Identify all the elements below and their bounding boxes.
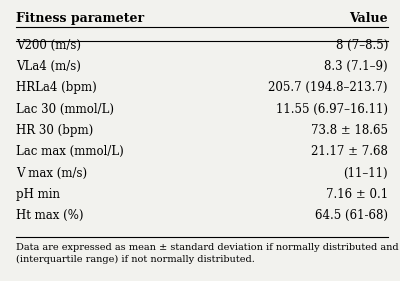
Text: HR 30 (bpm): HR 30 (bpm) — [16, 124, 93, 137]
Text: 21.17 ± 7.68: 21.17 ± 7.68 — [311, 145, 388, 158]
Text: 7.16 ± 0.1: 7.16 ± 0.1 — [326, 188, 388, 201]
Text: VLa4 (m/s): VLa4 (m/s) — [16, 60, 81, 73]
Text: Lac 30 (mmol/L): Lac 30 (mmol/L) — [16, 103, 114, 115]
Text: Lac max (mmol/L): Lac max (mmol/L) — [16, 145, 124, 158]
Text: Value: Value — [349, 12, 388, 25]
Text: 73.8 ± 18.65: 73.8 ± 18.65 — [311, 124, 388, 137]
Text: V200 (m/s): V200 (m/s) — [16, 38, 81, 51]
Text: 205.7 (194.8–213.7): 205.7 (194.8–213.7) — [268, 81, 388, 94]
Text: 11.55 (6.97–16.11): 11.55 (6.97–16.11) — [276, 103, 388, 115]
Text: 8 (7–8.5): 8 (7–8.5) — [336, 38, 388, 51]
Text: 8.3 (7.1–9): 8.3 (7.1–9) — [324, 60, 388, 73]
Text: V max (m/s): V max (m/s) — [16, 167, 87, 180]
Text: Ht max (%): Ht max (%) — [16, 209, 84, 222]
Text: Fitness parameter: Fitness parameter — [16, 12, 144, 25]
Text: HRLa4 (bpm): HRLa4 (bpm) — [16, 81, 97, 94]
Text: Data are expressed as mean ± standard deviation if normally distributed and as m: Data are expressed as mean ± standard de… — [16, 243, 400, 264]
Text: pH min: pH min — [16, 188, 60, 201]
Text: (11–11): (11–11) — [343, 167, 388, 180]
Text: 64.5 (61-68): 64.5 (61-68) — [315, 209, 388, 222]
